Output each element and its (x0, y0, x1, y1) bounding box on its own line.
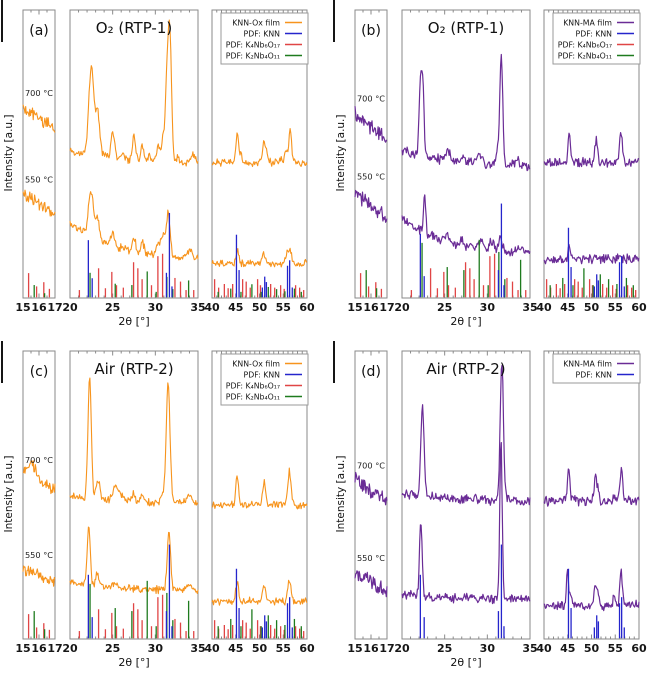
svg-text:40: 40 (536, 301, 552, 314)
y-axis-label-d: Intensity [a.u.] (335, 455, 347, 533)
panel-b-label: (b) (361, 23, 381, 39)
svg-text:40: 40 (204, 301, 220, 314)
svg-text:15: 15 (347, 642, 362, 655)
svg-text:40: 40 (204, 642, 220, 655)
svg-text:15: 15 (15, 642, 30, 655)
svg-text:550 °C: 550 °C (25, 550, 53, 560)
svg-text:55: 55 (608, 301, 623, 314)
svg-text:55: 55 (608, 642, 623, 655)
y-axis-label-c: Intensity [a.u.] (3, 455, 15, 533)
svg-text:16: 16 (31, 642, 47, 655)
svg-text:20: 20 (62, 301, 78, 314)
svg-text:50: 50 (252, 301, 268, 314)
svg-text:550 °C: 550 °C (357, 171, 385, 181)
svg-text:PDF: K₄Nb₆O₁₇: PDF: K₄Nb₆O₁₇ (226, 41, 280, 50)
svg-text:700 °C: 700 °C (357, 94, 385, 104)
svg-text:KNN-Ox film: KNN-Ox film (232, 360, 280, 369)
svg-text:KNN-MA film: KNN-MA film (563, 19, 612, 28)
svg-text:16: 16 (31, 301, 47, 314)
svg-text:20: 20 (394, 642, 410, 655)
svg-text:PDF: K₄Nb₆O₁₇: PDF: K₄Nb₆O₁₇ (226, 382, 280, 391)
svg-text:15: 15 (347, 301, 362, 314)
panel-c: 15 16 17 20 25 30 35 40 45 50 55 60 700 °C 550 °C KNN-… (0, 341, 332, 682)
svg-text:17: 17 (47, 642, 62, 655)
svg-text:60: 60 (631, 642, 647, 655)
svg-text:PDF: K₂Nb₄O₁₁: PDF: K₂Nb₄O₁₁ (226, 52, 280, 61)
svg-text:35: 35 (190, 642, 205, 655)
svg-text:700 °C: 700 °C (25, 455, 53, 465)
svg-text:35: 35 (522, 642, 537, 655)
svg-text:25: 25 (437, 642, 452, 655)
svg-text:550 °C: 550 °C (25, 174, 53, 184)
svg-text:60: 60 (299, 301, 315, 314)
svg-text:35: 35 (522, 301, 537, 314)
svg-text:30: 30 (480, 642, 496, 655)
panel-a-label: (a) (29, 23, 49, 39)
panel-d: 15 16 17 20 25 30 35 40 45 50 55 60 700 °C 550 °C KNN-… (332, 341, 664, 682)
svg-text:20: 20 (62, 642, 78, 655)
x-axis-label-a: 2θ [°] (118, 315, 150, 328)
svg-text:PDF: KNN: PDF: KNN (244, 371, 281, 380)
svg-text:50: 50 (584, 642, 600, 655)
panel-a: 15 16 17 20 25 30 35 40 45 50 55 60 700 °C 550 °C KNN-… (0, 0, 332, 341)
svg-text:16: 16 (363, 642, 379, 655)
y-axis-label-a: Intensity [a.u.] (3, 114, 15, 192)
panel-c-label: (c) (29, 364, 49, 380)
svg-text:45: 45 (560, 301, 575, 314)
svg-text:KNN-MA film: KNN-MA film (563, 360, 612, 369)
svg-text:PDF: K₄Nb₆O₁₇: PDF: K₄Nb₆O₁₇ (558, 41, 612, 50)
svg-text:50: 50 (584, 301, 600, 314)
svg-text:45: 45 (228, 301, 243, 314)
svg-text:60: 60 (299, 642, 315, 655)
svg-text:16: 16 (363, 301, 379, 314)
svg-text:35: 35 (190, 301, 205, 314)
svg-text:40: 40 (536, 642, 552, 655)
svg-text:PDF: K₂Nb₄O₁₁: PDF: K₂Nb₄O₁₁ (558, 52, 612, 61)
svg-text:KNN-Ox film: KNN-Ox film (232, 19, 280, 28)
y-axis-label-b: Intensity [a.u.] (335, 114, 347, 192)
svg-text:50: 50 (252, 642, 268, 655)
svg-text:60: 60 (631, 301, 647, 314)
panel-d-label: (d) (361, 364, 381, 380)
svg-text:55: 55 (276, 301, 291, 314)
svg-text:55: 55 (276, 642, 291, 655)
svg-text:25: 25 (105, 642, 120, 655)
panel-c-title: Air (RTP-2) (94, 360, 174, 378)
svg-text:700 °C: 700 °C (25, 88, 53, 98)
svg-text:550 °C: 550 °C (357, 553, 385, 563)
svg-text:30: 30 (148, 301, 164, 314)
panel-b: 15 16 17 20 25 30 35 40 45 50 55 60 700 °C 550 °C KNN-… (332, 0, 664, 341)
svg-text:45: 45 (228, 642, 243, 655)
panel-d-title: Air (RTP-2) (426, 360, 506, 378)
svg-text:45: 45 (560, 642, 575, 655)
svg-text:20: 20 (394, 301, 410, 314)
svg-text:17: 17 (47, 301, 62, 314)
svg-text:25: 25 (437, 301, 452, 314)
svg-text:15: 15 (15, 301, 30, 314)
x-axis-label-d: 2θ [°] (450, 656, 482, 669)
panel-a-title: O₂ (RTP-1) (95, 19, 173, 37)
svg-text:17: 17 (379, 301, 394, 314)
svg-text:25: 25 (105, 301, 120, 314)
svg-text:PDF: KNN: PDF: KNN (576, 30, 613, 39)
svg-text:30: 30 (148, 642, 164, 655)
svg-text:30: 30 (480, 301, 496, 314)
panel-b-title: O₂ (RTP-1) (427, 19, 505, 37)
svg-text:PDF: KNN: PDF: KNN (244, 30, 281, 39)
svg-text:17: 17 (379, 642, 394, 655)
svg-text:700 °C: 700 °C (357, 461, 385, 471)
svg-text:PDF: K₂Nb₄O₁₁: PDF: K₂Nb₄O₁₁ (226, 393, 280, 402)
x-axis-label-c: 2θ [°] (118, 656, 150, 669)
svg-text:PDF: KNN: PDF: KNN (576, 371, 613, 380)
x-axis-label-b: 2θ [°] (450, 315, 482, 328)
